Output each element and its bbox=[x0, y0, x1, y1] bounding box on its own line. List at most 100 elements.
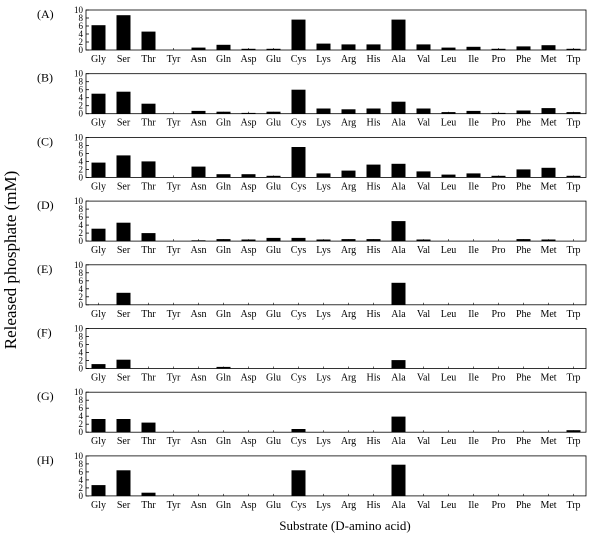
plot-frame bbox=[85, 264, 587, 306]
panel-label: (A) bbox=[37, 7, 54, 21]
bar-gly bbox=[91, 25, 106, 50]
x-tick-label: Ser bbox=[117, 309, 131, 320]
x-tick-label: Ile bbox=[468, 118, 479, 129]
x-tick-label: Tyr bbox=[167, 54, 181, 65]
bar-pro bbox=[491, 175, 506, 178]
y-tick-label: 8 bbox=[79, 395, 84, 405]
y-tick-label: 0 bbox=[79, 300, 84, 310]
bar-arg bbox=[341, 109, 356, 114]
bar-thr bbox=[141, 161, 156, 178]
bar-his bbox=[366, 239, 381, 242]
x-tick-label: Val bbox=[417, 309, 431, 320]
bar-gly bbox=[91, 162, 106, 178]
bar-thr bbox=[141, 103, 156, 114]
bar-gln bbox=[216, 239, 231, 242]
x-tick-label: Val bbox=[417, 54, 431, 65]
bar-gln bbox=[216, 111, 231, 114]
x-tick-label: Cys bbox=[291, 436, 307, 447]
bar-cys bbox=[291, 429, 306, 433]
bar-cys bbox=[291, 470, 306, 496]
bar-asp bbox=[241, 174, 256, 178]
plot-frame bbox=[85, 391, 587, 433]
bar-ala bbox=[391, 163, 406, 178]
x-tick-label: Tyr bbox=[167, 500, 181, 511]
bar-phe bbox=[516, 239, 531, 242]
x-tick-label: Asp bbox=[240, 181, 256, 192]
bar-gly bbox=[91, 485, 106, 496]
x-tick-label: His bbox=[367, 309, 381, 320]
bar-lys bbox=[316, 173, 331, 178]
x-tick-label: Asn bbox=[190, 436, 206, 447]
x-tick-label: Lys bbox=[316, 436, 331, 447]
x-tick-label: Ile bbox=[468, 181, 479, 192]
x-tick-label: Ala bbox=[391, 245, 406, 256]
bar-ala bbox=[391, 19, 406, 50]
plot-frame bbox=[85, 328, 587, 369]
y-tick-label: 0 bbox=[79, 427, 84, 437]
bar-arg bbox=[341, 170, 356, 178]
bar-cys bbox=[291, 237, 306, 242]
bar-met bbox=[541, 239, 556, 242]
bar-met bbox=[541, 108, 556, 114]
x-tick-label: Cys bbox=[291, 118, 307, 129]
x-tick-label: Glu bbox=[266, 245, 281, 256]
x-tick-label: Phe bbox=[516, 54, 532, 65]
bar-gln bbox=[216, 174, 231, 178]
panel-label: (H) bbox=[37, 453, 54, 467]
bar-val bbox=[416, 239, 431, 242]
bar-phe bbox=[516, 169, 531, 178]
x-tick-label: Ala bbox=[391, 436, 406, 447]
x-tick-label: Gly bbox=[91, 436, 106, 447]
x-tick-label: His bbox=[367, 118, 381, 129]
y-tick-label: 10 bbox=[74, 387, 84, 397]
y-tick-label: 2 bbox=[79, 228, 84, 238]
x-tick-label: Phe bbox=[516, 373, 532, 384]
x-tick-label: Trp bbox=[566, 118, 580, 129]
x-tick-label: Pro bbox=[492, 373, 506, 384]
bar-ala bbox=[391, 360, 406, 369]
bar-ala bbox=[391, 464, 406, 496]
x-axis-title: Substrate (D-amino acid) bbox=[279, 518, 410, 533]
x-tick-label: Gln bbox=[216, 500, 231, 511]
x-tick-label: His bbox=[367, 181, 381, 192]
bar-phe bbox=[516, 110, 531, 114]
x-tick-label: Leu bbox=[441, 309, 457, 320]
x-tick-label: Thr bbox=[141, 181, 156, 192]
x-tick-label: Val bbox=[417, 245, 431, 256]
x-tick-label: Ser bbox=[117, 54, 131, 65]
y-tick-label: 10 bbox=[74, 69, 84, 79]
y-tick-label: 4 bbox=[79, 29, 84, 39]
x-tick-label: Pro bbox=[492, 500, 506, 511]
y-tick-label: 6 bbox=[79, 21, 84, 31]
x-tick-label: Pro bbox=[492, 181, 506, 192]
x-tick-label: Phe bbox=[516, 181, 532, 192]
y-tick-label: 4 bbox=[79, 220, 84, 230]
y-tick-label: 0 bbox=[79, 45, 84, 55]
bar-ala bbox=[391, 221, 406, 242]
x-tick-label: His bbox=[367, 500, 381, 511]
x-tick-label: Thr bbox=[141, 309, 156, 320]
x-tick-label: Arg bbox=[341, 181, 356, 192]
bar-lys bbox=[316, 239, 331, 242]
x-tick-label: Asn bbox=[190, 309, 206, 320]
x-tick-label: Ile bbox=[468, 309, 479, 320]
panel-label: (G) bbox=[37, 389, 54, 403]
x-tick-label: Leu bbox=[441, 118, 457, 129]
x-tick-label: Pro bbox=[492, 309, 506, 320]
x-tick-label: Glu bbox=[266, 373, 281, 384]
x-tick-label: Met bbox=[540, 54, 556, 65]
x-tick-label: Asn bbox=[190, 118, 206, 129]
bar-trp bbox=[566, 430, 581, 433]
x-tick-label: Ala bbox=[391, 373, 406, 384]
x-tick-label: Met bbox=[540, 245, 556, 256]
x-tick-label: Gly bbox=[91, 245, 106, 256]
x-tick-label: Leu bbox=[441, 181, 457, 192]
y-tick-label: 0 bbox=[79, 491, 84, 501]
y-tick-label: 6 bbox=[79, 403, 84, 413]
bar-val bbox=[416, 44, 431, 50]
bar-cys bbox=[291, 89, 306, 114]
y-tick-label: 10 bbox=[74, 260, 84, 270]
x-tick-label: Arg bbox=[341, 245, 356, 256]
